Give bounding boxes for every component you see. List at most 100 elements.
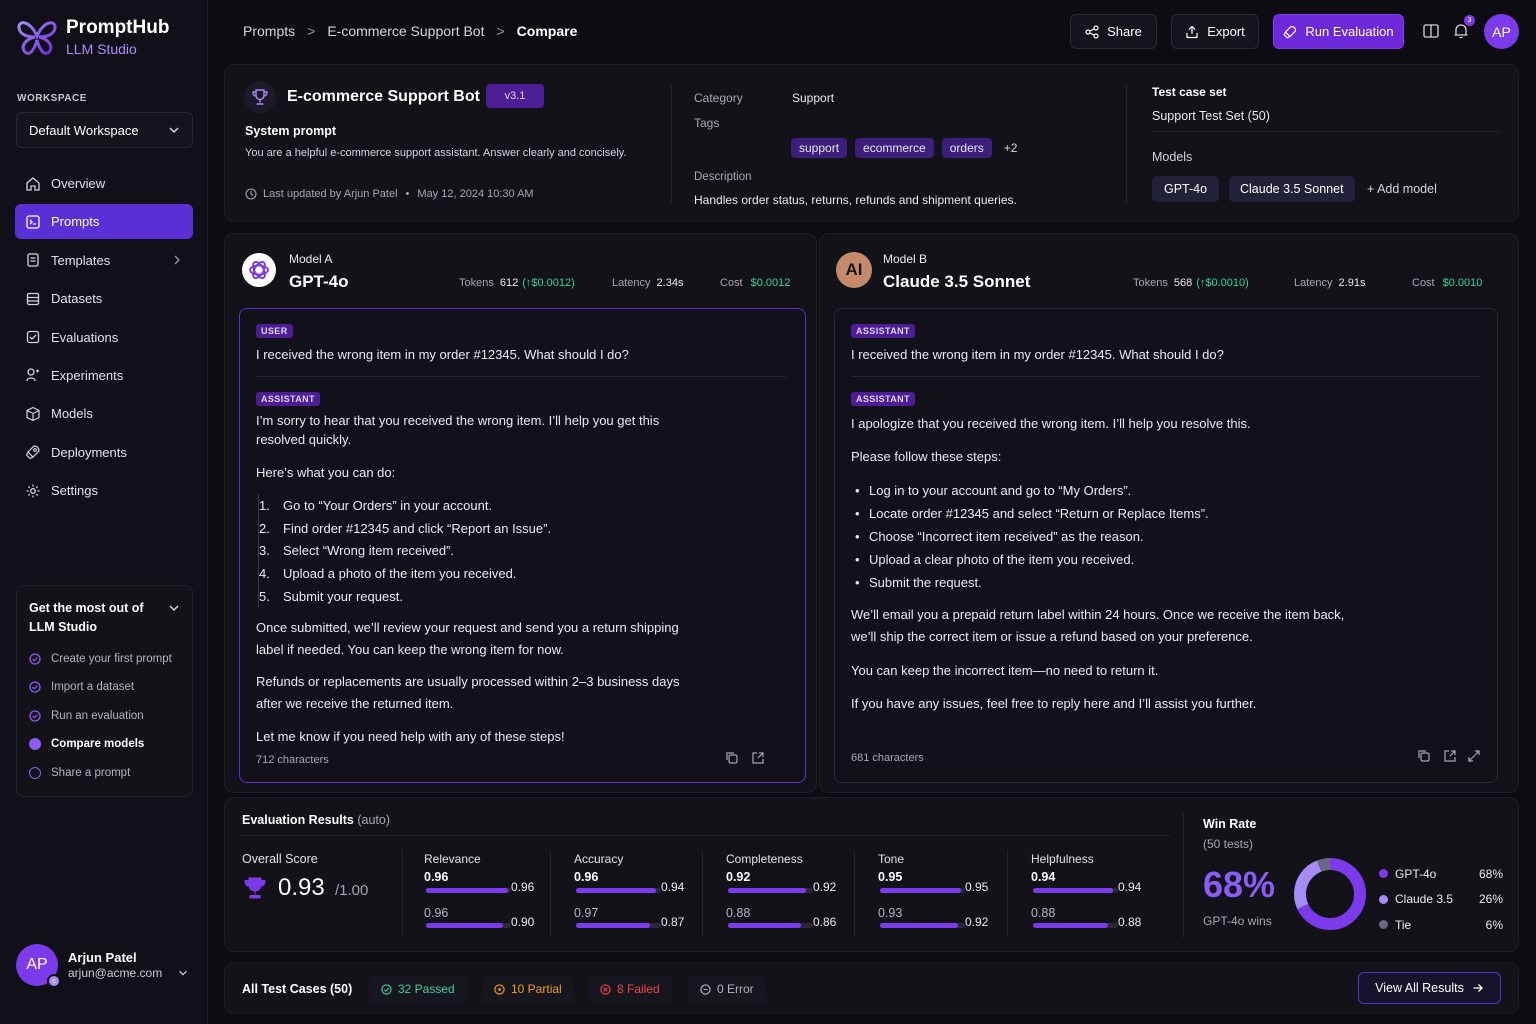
export-button[interactable]: Export xyxy=(1171,14,1259,49)
expand-icon[interactable] xyxy=(1443,749,1457,763)
sidebar-item-label: Overview xyxy=(51,176,106,191)
split-view-icon[interactable] xyxy=(1422,22,1440,40)
check-circle-icon xyxy=(29,653,41,665)
guide-item-create-prompt[interactable]: Create your first prompt xyxy=(29,653,172,665)
model-chip-claude[interactable]: Claude 3.5 Sonnet xyxy=(1229,176,1355,202)
trophy-icon xyxy=(244,81,276,113)
user-profile[interactable]: AP c Arjun Patel arjun@acme.com xyxy=(16,944,196,988)
error-filter[interactable]: 0 Error xyxy=(688,975,766,1003)
model-b-panel: AI Model B Claude 3.5 Sonnet Tokens 568 … xyxy=(819,233,1519,793)
sidebar: PromptHub LLM Studio WORKSPACE Default W… xyxy=(0,0,208,1024)
workspace-select[interactable]: Default Workspace xyxy=(16,112,193,148)
run-evaluation-button[interactable]: Run Evaluation xyxy=(1273,14,1404,49)
legend-item: GPT-4o 68% xyxy=(1379,861,1503,887)
sidebar-item-evaluations[interactable]: Evaluations xyxy=(15,320,193,355)
add-model-button[interactable]: + Add model xyxy=(1367,182,1437,196)
tag-support[interactable]: support xyxy=(791,138,848,158)
metric-accuracy: Accuracy 0.96 0.94 0.97 0.87 xyxy=(574,852,714,937)
breadcrumb: Prompts > E-commerce Support Bot > Compa… xyxy=(243,23,577,39)
list-item: 4. Upload a photo of the item you receive… xyxy=(259,565,517,581)
avatar[interactable]: AP xyxy=(1484,14,1519,49)
breadcrumb-prompts[interactable]: Prompts xyxy=(243,23,296,39)
breadcrumb-bot[interactable]: E-commerce Support Bot xyxy=(327,23,485,39)
copy-icon[interactable] xyxy=(1417,749,1431,763)
expand-icon[interactable] xyxy=(751,751,765,765)
sidebar-item-overview[interactable]: Overview xyxy=(15,166,193,201)
arrow-right-icon xyxy=(1473,984,1483,992)
latency-label: Latency xyxy=(612,277,651,289)
copy-icon[interactable] xyxy=(725,751,739,765)
sidebar-nav: Overview Prompts Templates Datasets Eval… xyxy=(15,166,193,512)
tokens-delta: (↑$0.0012) xyxy=(522,277,575,289)
failed-filter[interactable]: 8 Failed xyxy=(588,975,672,1003)
bell-icon[interactable] xyxy=(1452,22,1470,40)
trophy-icon xyxy=(244,877,266,899)
sidebar-item-label: Templates xyxy=(51,252,111,268)
description-text: Handles order status, returns, refunds a… xyxy=(694,193,1017,207)
assistant-paragraph: Let me know if you need help with any of… xyxy=(256,729,565,744)
check-circle-icon xyxy=(381,983,392,995)
assistant-paragraph: We’ll email you a prepaid return label w… xyxy=(851,607,1345,644)
x-circle-icon xyxy=(600,983,611,995)
metric-bar-track xyxy=(426,923,511,928)
guide-item-share-prompt[interactable]: Share a prompt xyxy=(29,767,130,779)
assistant-paragraph: Please follow these steps: xyxy=(851,449,1002,464)
model-b-latency: Latency 2.91s xyxy=(1294,277,1365,289)
sidebar-item-datasets[interactable]: Datasets xyxy=(15,281,193,316)
export-icon xyxy=(1186,25,1198,38)
version-badge[interactable]: v3.1 xyxy=(486,84,544,108)
failed-count: 8 Failed xyxy=(617,982,660,996)
view-all-results-button[interactable]: View All Results xyxy=(1358,972,1501,1004)
test-case-set-value[interactable]: Support Test Set (50) xyxy=(1152,109,1270,123)
avatar-initials: AP xyxy=(26,956,48,973)
sidebar-item-prompts[interactable]: Prompts xyxy=(15,204,193,240)
user-role-badge: ASSISTANT xyxy=(851,324,915,338)
avatar: AP c xyxy=(16,944,61,988)
list-item: • Upload a clear photo of the item you re… xyxy=(855,552,1135,567)
list-item: • Log in to your account and go to “My Or… xyxy=(855,483,1132,498)
chevron-right-icon: > xyxy=(496,23,505,39)
tag-orders[interactable]: orders xyxy=(941,138,992,158)
guide-item-import-dataset[interactable]: Import a dataset xyxy=(29,681,134,693)
app-logo[interactable]: PromptHub LLM Studio xyxy=(16,16,169,58)
sidebar-item-experiments[interactable]: Experiments xyxy=(15,358,193,393)
list-item: 2. Find order #12345 and click “Report an… xyxy=(259,520,552,536)
tokens-label: Tokens xyxy=(1133,277,1168,289)
share-button[interactable]: Share xyxy=(1070,14,1157,49)
chevron-down-icon[interactable] xyxy=(168,602,180,614)
tag-ecommerce[interactable]: ecommerce xyxy=(855,138,934,158)
guide-item-run-evaluation[interactable]: Run an evaluation xyxy=(29,710,144,722)
clock-icon xyxy=(245,188,257,200)
model-a-tokens: Tokens 612 (↑$0.0012) xyxy=(459,277,575,289)
metric-bar-fill xyxy=(880,923,958,928)
metric-bar-track xyxy=(576,923,661,928)
sidebar-item-label: Models xyxy=(51,406,93,422)
sidebar-item-models[interactable]: Models xyxy=(15,396,193,431)
fullscreen-icon[interactable] xyxy=(1467,749,1481,763)
model-chip-gpt4o[interactable]: GPT-4o xyxy=(1152,176,1220,202)
passed-filter[interactable]: 32 Passed xyxy=(369,975,467,1003)
tags-more[interactable]: +2 xyxy=(1003,141,1018,155)
partial-filter[interactable]: 10 Partial xyxy=(482,975,574,1003)
last-updated: Last updated by Arjun Patel • May 12, 20… xyxy=(245,188,534,200)
legend-pct: 6% xyxy=(1485,917,1503,932)
evaluation-title-suffix: (auto) xyxy=(357,813,390,827)
sidebar-item-label: Evaluations xyxy=(51,329,119,345)
system-prompt-text: You are a helpful e-commerce support ass… xyxy=(245,147,627,159)
guide-item-label: Create your first prompt xyxy=(51,653,172,665)
tag-list: support ecommerce orders +2 xyxy=(791,138,1017,158)
sidebar-item-deployments[interactable]: Deployments xyxy=(15,435,193,470)
guide-item-compare-models[interactable]: Compare models xyxy=(29,738,144,750)
user-name: Arjun Patel xyxy=(68,950,137,965)
onboarding-guide: Get the most out of LLM Studio Create yo… xyxy=(16,585,193,797)
sidebar-item-settings[interactable]: Settings xyxy=(15,473,193,508)
sidebar-item-templates[interactable]: Templates xyxy=(15,243,193,278)
metric-bar-track xyxy=(1033,923,1118,928)
divider xyxy=(1183,813,1184,938)
metric-score-a: 0.96 xyxy=(574,870,599,884)
prompt-title: E-commerce Support Bot xyxy=(287,88,480,105)
list-item: • Submit the request. xyxy=(855,575,982,590)
divider xyxy=(851,376,1481,377)
character-count: 712 characters xyxy=(256,754,329,766)
chevron-down-icon xyxy=(179,970,187,976)
